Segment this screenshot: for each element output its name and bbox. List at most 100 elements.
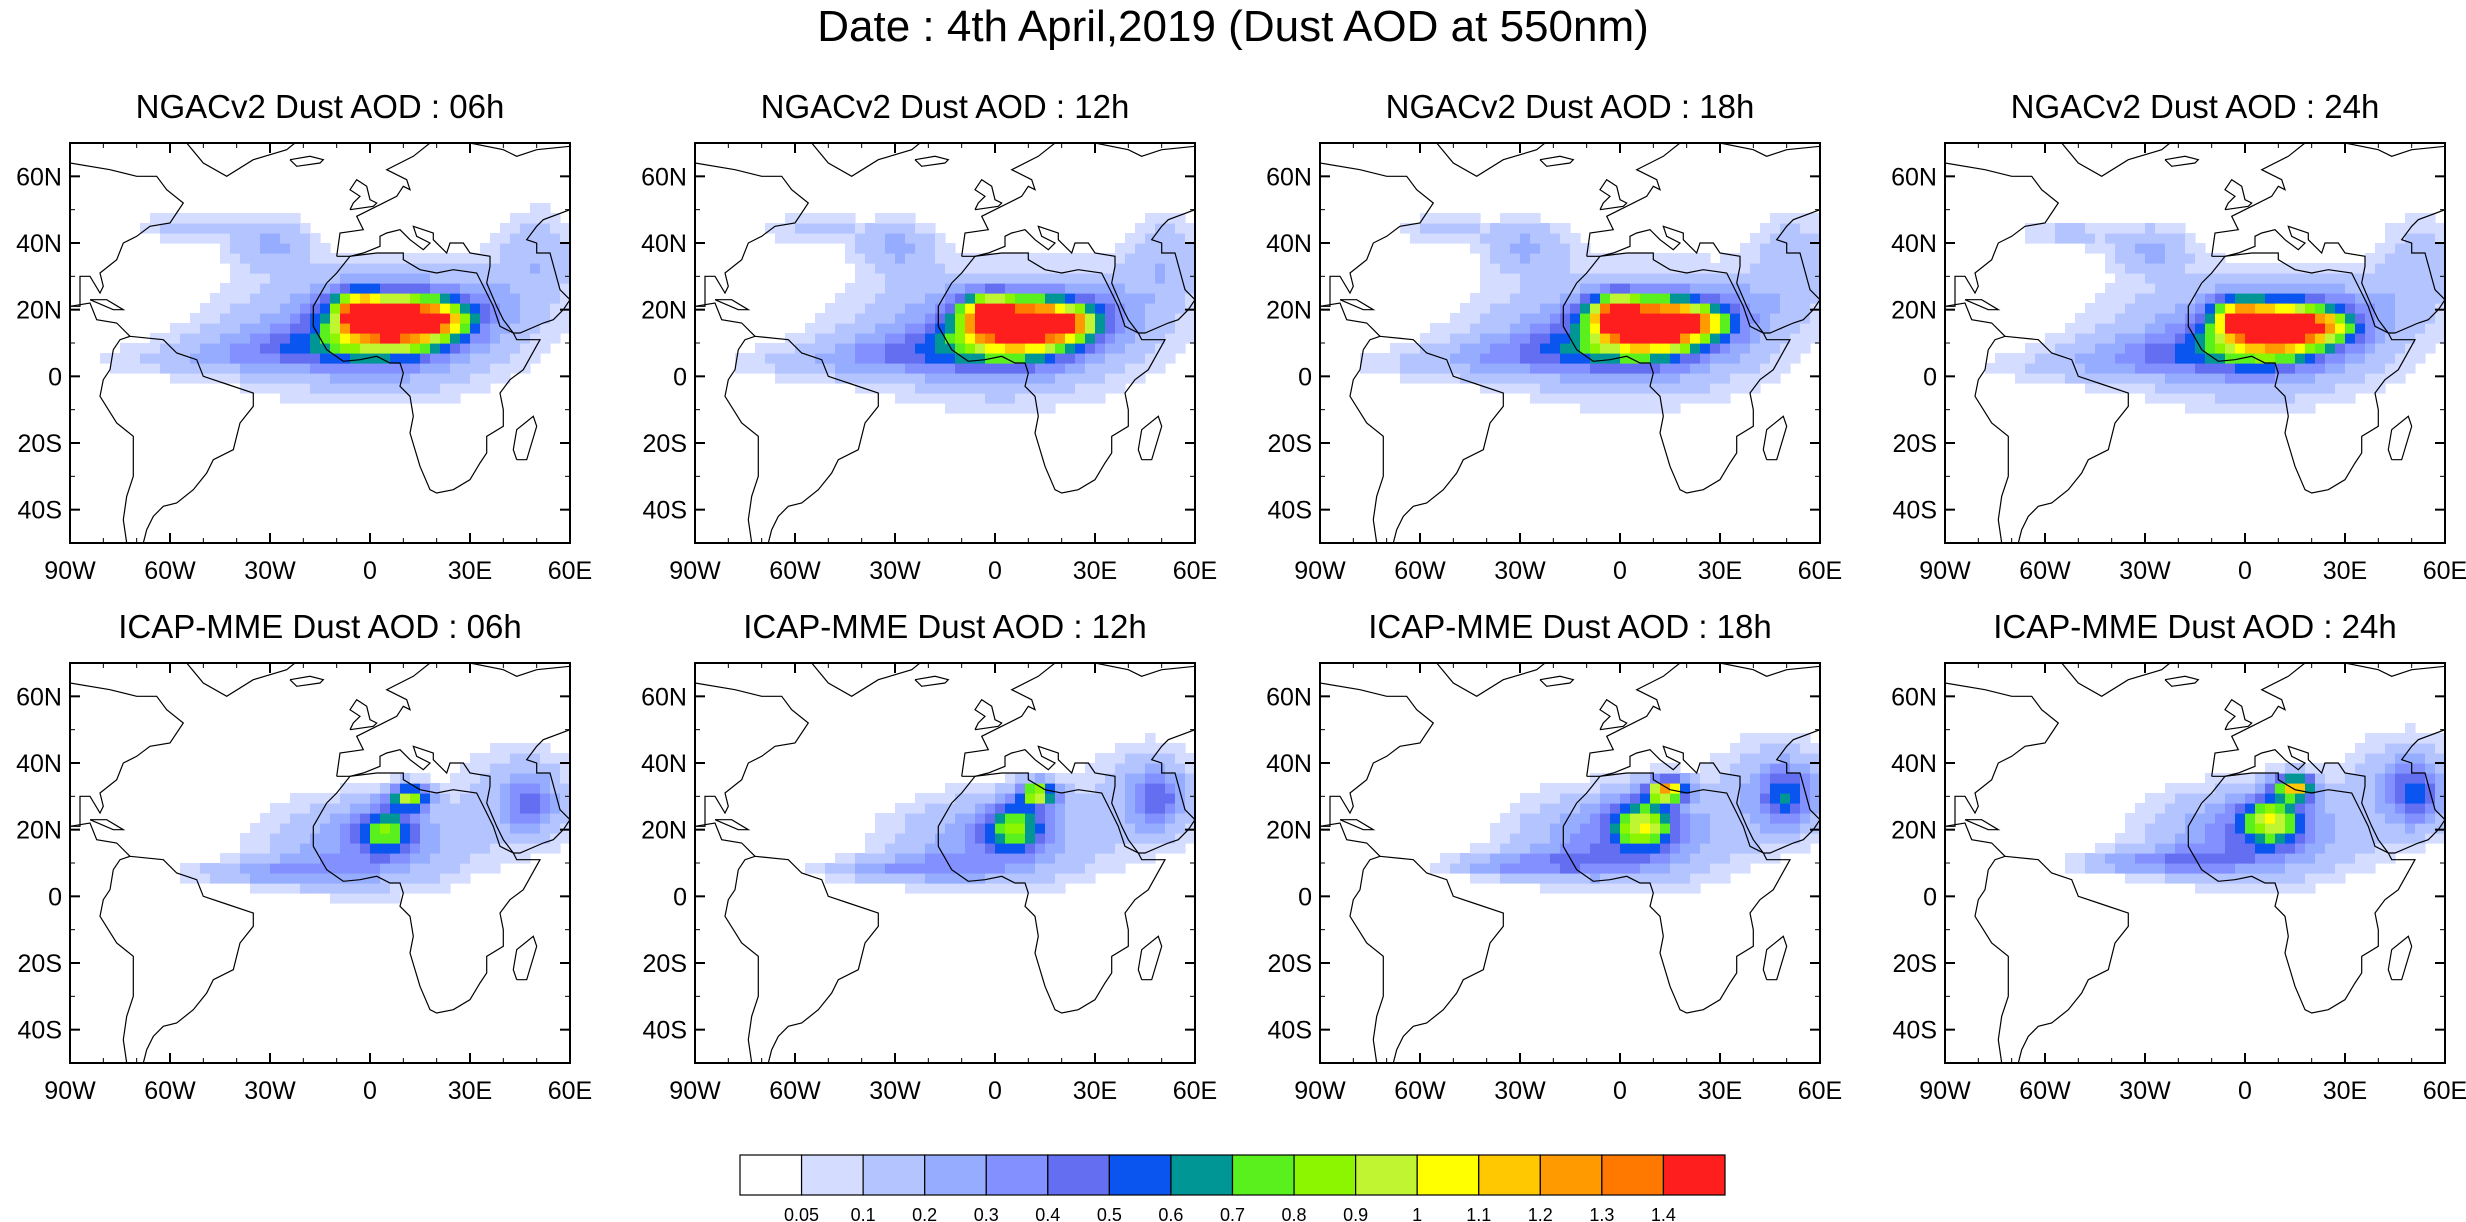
aod-cell xyxy=(1135,303,1146,314)
aod-cell xyxy=(2295,293,2306,304)
aod-cell xyxy=(390,263,401,274)
aod-cell xyxy=(1055,343,1066,354)
aod-cell xyxy=(1025,373,1036,384)
aod-cell xyxy=(1045,773,1056,784)
aod-cell xyxy=(1095,283,1106,294)
aod-cell xyxy=(1015,873,1026,884)
aod-cell xyxy=(2225,883,2236,894)
aod-cell xyxy=(1750,763,1761,774)
aod-cell xyxy=(390,843,401,854)
aod-cell xyxy=(220,303,231,314)
coastlines xyxy=(1945,143,2445,543)
aod-cell xyxy=(1055,393,1066,404)
aod-cell xyxy=(2105,853,2116,864)
aod-cell xyxy=(400,333,411,344)
aod-cell xyxy=(2335,323,2346,334)
aod-cell xyxy=(1480,873,1491,884)
aod-cell xyxy=(290,293,301,304)
aod-cell xyxy=(915,283,926,294)
aod-cell xyxy=(470,353,481,364)
aod-cell xyxy=(905,363,916,374)
aod-cell xyxy=(310,313,321,324)
aod-cell xyxy=(1560,253,1571,264)
lat-label: 60N xyxy=(1891,163,1937,191)
aod-cell xyxy=(1085,313,1096,324)
aod-cell xyxy=(330,373,341,384)
aod-cell xyxy=(1500,213,1511,224)
aod-cell xyxy=(2075,363,2086,374)
aod-cell xyxy=(1125,243,1136,254)
aod-cell xyxy=(510,813,521,824)
aod-cell xyxy=(1520,323,1531,334)
aod-cell xyxy=(2165,813,2176,824)
aod-cell xyxy=(400,833,411,844)
aod-cell xyxy=(2155,383,2166,394)
aod-cell xyxy=(945,363,956,374)
aod-cell xyxy=(985,273,996,284)
aod-cell xyxy=(1540,813,1551,824)
aod-cell xyxy=(1530,843,1541,854)
aod-cell xyxy=(2365,843,2376,854)
aod-cell xyxy=(320,843,331,854)
aod-cell xyxy=(1670,353,1681,364)
aod-cell xyxy=(2415,243,2426,254)
aod-cell xyxy=(2355,803,2366,814)
aod-cell xyxy=(480,803,491,814)
aod-cell xyxy=(370,283,381,294)
aod-cell xyxy=(1690,393,1701,404)
aod-cell xyxy=(330,853,341,864)
aod-cell xyxy=(1095,393,1106,404)
aod-cell xyxy=(310,823,321,834)
aod-cell xyxy=(1700,823,1711,834)
aod-cell xyxy=(2235,283,2246,294)
aod-cell xyxy=(2165,343,2176,354)
aod-cell xyxy=(1095,793,1106,804)
lon-label: 60W xyxy=(2019,1077,2071,1105)
aod-cell xyxy=(2215,313,2226,324)
aod-cell xyxy=(1520,383,1531,394)
aod-cell xyxy=(2305,323,2316,334)
aod-cell xyxy=(1560,323,1571,334)
aod-cell xyxy=(1420,213,1431,224)
aod-cell xyxy=(2215,293,2226,304)
aod-cell xyxy=(1045,363,1056,374)
aod-cell xyxy=(1470,373,1481,384)
aod-cell xyxy=(925,833,936,844)
aod-cell xyxy=(480,293,491,304)
aod-cell xyxy=(320,273,331,284)
aod-cell xyxy=(1740,253,1751,264)
aod-cell xyxy=(260,233,271,244)
aod-cell xyxy=(965,323,976,334)
aod-cell xyxy=(2175,333,2186,344)
aod-cell xyxy=(520,223,531,234)
aod-cell xyxy=(550,773,561,784)
aod-cell xyxy=(2305,783,2316,794)
aod-cell xyxy=(1550,343,1561,354)
aod-cell xyxy=(230,303,241,314)
aod-cell xyxy=(2245,263,2256,274)
aod-cell xyxy=(2385,363,2396,374)
aod-cell xyxy=(1630,263,1641,274)
aod-cell xyxy=(250,333,261,344)
aod-cell xyxy=(200,213,211,224)
aod-cell xyxy=(2295,353,2306,364)
aod-cell xyxy=(360,373,371,384)
aod-cell xyxy=(965,303,976,314)
map-panel-7: ICAP-MME Dust AOD : 18h60N40N20N020S40S9… xyxy=(1266,608,1842,1105)
aod-cell xyxy=(470,773,481,784)
aod-cell xyxy=(1125,343,1136,354)
aod-cell xyxy=(905,863,916,874)
aod-cell xyxy=(280,353,291,364)
aod-cell xyxy=(2205,253,2216,264)
aod-cell xyxy=(975,873,986,884)
lon-label: 60E xyxy=(2423,557,2466,585)
aod-cell xyxy=(260,883,271,894)
aod-cell xyxy=(450,393,461,404)
aod-cell xyxy=(1065,323,1076,334)
aod-cell xyxy=(2225,843,2236,854)
aod-cell xyxy=(380,893,391,904)
aod-cell xyxy=(380,833,391,844)
aod-cell xyxy=(1115,303,1126,314)
aod-cell xyxy=(1460,313,1471,324)
